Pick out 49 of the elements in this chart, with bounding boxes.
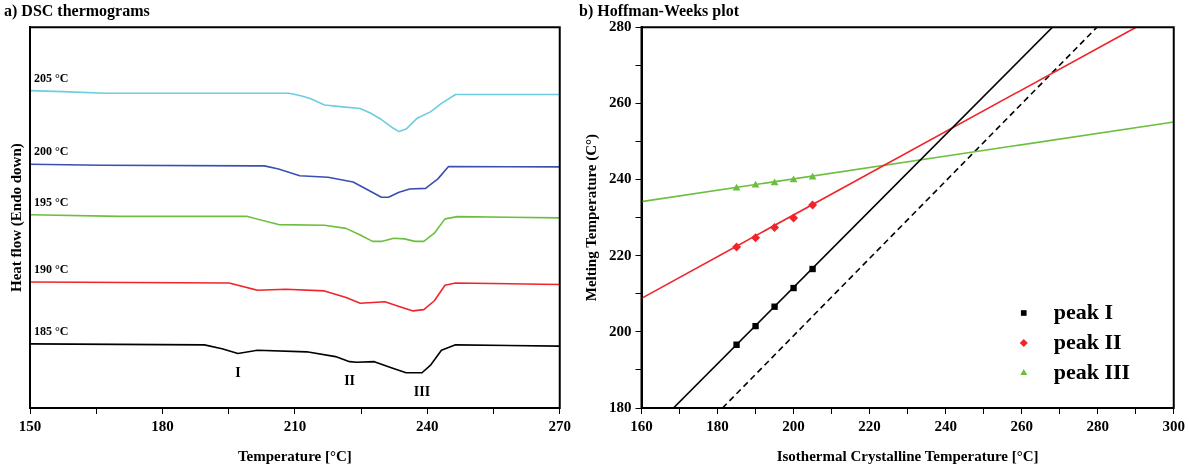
point xyxy=(789,213,799,223)
x-tick-label: 200 xyxy=(782,417,805,434)
point xyxy=(732,242,742,252)
x-tick-label: 240 xyxy=(416,417,439,434)
series-label: 205 °C xyxy=(34,70,69,85)
legend-label: peak III xyxy=(1053,358,1131,384)
x-tick-label: 180 xyxy=(151,417,174,434)
y-tick-label: 260 xyxy=(609,94,632,111)
series-label: 200 °C xyxy=(34,144,69,159)
y-tick-label: 280 xyxy=(609,18,632,35)
x-tick-label: 240 xyxy=(934,417,957,434)
series-label: 185 °C xyxy=(34,323,69,338)
point xyxy=(752,322,759,330)
point xyxy=(733,341,740,348)
x-tick-label: 150 xyxy=(18,417,42,434)
x-tick-label: 300 xyxy=(1162,417,1185,434)
x-tick-label: 260 xyxy=(1010,417,1033,434)
point xyxy=(808,200,818,210)
x-tick-label: 280 xyxy=(1086,417,1109,434)
y-axis-title: Heat flow (Endo down) xyxy=(7,143,25,292)
x-tick-label: 210 xyxy=(283,417,307,434)
point xyxy=(790,284,797,292)
point xyxy=(789,175,798,183)
annotation: I xyxy=(235,365,241,381)
point xyxy=(771,303,778,310)
x-tick-label: 160 xyxy=(630,417,653,434)
series-label: 190 °C xyxy=(34,262,69,277)
legend-label: peak I xyxy=(1053,298,1114,324)
point xyxy=(732,183,741,191)
chart-title: b) Hoffman-Weeks plot xyxy=(579,1,740,20)
y-tick-label: 200 xyxy=(609,322,632,339)
y-tick-label: 220 xyxy=(609,246,632,263)
y-tick-label: 240 xyxy=(609,170,632,187)
y-axis-title: Melting Temperature (C°) xyxy=(582,133,600,302)
x-axis-title: Isothermal Crystalline Temperature [°C] xyxy=(776,447,1039,464)
series-label: 195 °C xyxy=(34,194,69,209)
point xyxy=(770,223,780,232)
legend-label: peak II xyxy=(1053,328,1122,354)
annotation: III xyxy=(413,384,431,400)
point xyxy=(809,265,816,273)
point xyxy=(770,178,779,186)
x-tick-label: 270 xyxy=(548,417,571,434)
x-tick-label: 220 xyxy=(858,417,881,434)
chart-title: a) DSC thermograms xyxy=(4,1,150,20)
x-tick-label: 180 xyxy=(706,417,729,434)
point xyxy=(751,233,761,243)
y-tick-label: 180 xyxy=(609,398,632,415)
annotation: II xyxy=(344,373,356,389)
x-axis-title: Temperature [°C] xyxy=(237,447,352,464)
